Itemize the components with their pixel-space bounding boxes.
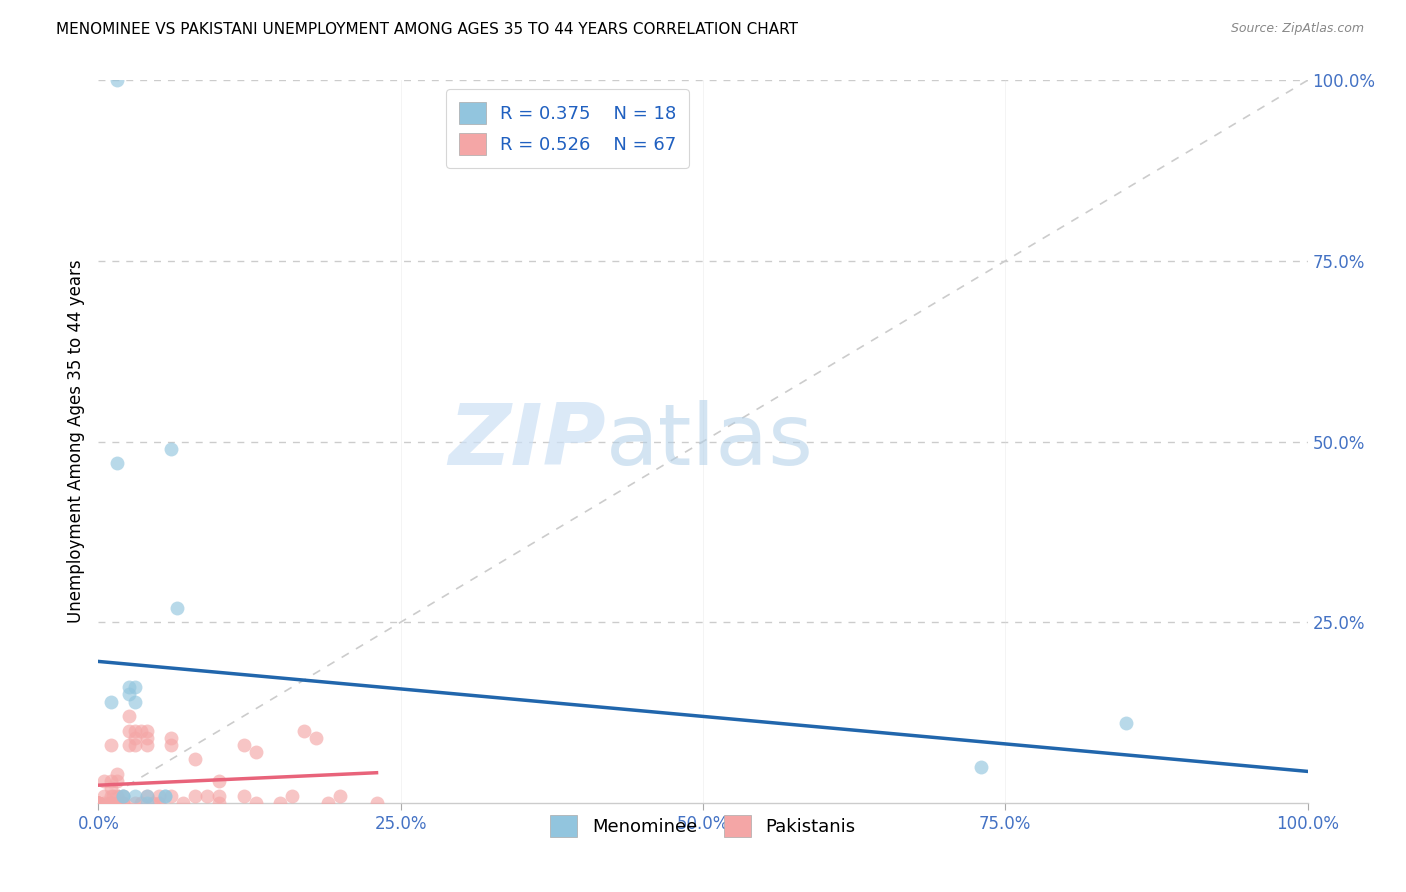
Point — [100, 695, 122, 709]
Point — [208, 789, 231, 803]
Point — [118, 738, 141, 752]
Point — [87, 796, 110, 810]
Point — [135, 731, 157, 745]
Point — [100, 796, 122, 810]
Point — [87, 796, 110, 810]
Point — [366, 796, 388, 810]
Point — [292, 723, 315, 738]
Point — [105, 796, 128, 810]
Point — [105, 774, 128, 789]
Point — [100, 796, 122, 810]
Point — [135, 738, 157, 752]
Point — [118, 709, 141, 723]
Point — [184, 752, 207, 766]
Point — [166, 600, 188, 615]
Point — [87, 796, 110, 810]
Point — [93, 789, 115, 803]
Point — [101, 789, 124, 803]
Point — [87, 796, 110, 810]
Point — [87, 796, 110, 810]
Point — [105, 73, 128, 87]
Point — [245, 796, 267, 810]
Point — [195, 789, 218, 803]
Point — [153, 789, 176, 803]
Point — [135, 796, 157, 810]
Point — [87, 796, 110, 810]
Point — [232, 789, 254, 803]
Point — [87, 796, 110, 810]
Text: MENOMINEE VS PAKISTANI UNEMPLOYMENT AMONG AGES 35 TO 44 YEARS CORRELATION CHART: MENOMINEE VS PAKISTANI UNEMPLOYMENT AMON… — [56, 22, 799, 37]
Point — [105, 789, 128, 803]
Text: atlas: atlas — [606, 400, 814, 483]
Point — [329, 789, 352, 803]
Point — [93, 796, 115, 810]
Point — [135, 789, 157, 803]
Point — [1115, 716, 1137, 731]
Y-axis label: Unemployment Among Ages 35 to 44 years: Unemployment Among Ages 35 to 44 years — [66, 260, 84, 624]
Point — [160, 738, 183, 752]
Point — [135, 789, 157, 803]
Point — [111, 789, 134, 803]
Point — [111, 789, 134, 803]
Point — [100, 796, 122, 810]
Point — [135, 723, 157, 738]
Point — [184, 789, 207, 803]
Text: Source: ZipAtlas.com: Source: ZipAtlas.com — [1230, 22, 1364, 36]
Point — [111, 789, 134, 803]
Point — [148, 789, 170, 803]
Point — [87, 796, 110, 810]
Point — [172, 796, 194, 810]
Point — [100, 781, 122, 796]
Point — [118, 680, 141, 694]
Point — [142, 796, 165, 810]
Point — [160, 731, 183, 745]
Point — [124, 796, 146, 810]
Point — [316, 796, 339, 810]
Point — [124, 731, 146, 745]
Point — [111, 796, 134, 810]
Point — [305, 731, 328, 745]
Point — [129, 723, 152, 738]
Point — [124, 738, 146, 752]
Point — [100, 796, 122, 810]
Point — [118, 723, 141, 738]
Point — [87, 796, 110, 810]
Point — [105, 456, 128, 470]
Point — [100, 789, 122, 803]
Point — [281, 789, 304, 803]
Point — [129, 796, 152, 810]
Point — [124, 680, 146, 694]
Point — [153, 789, 176, 803]
Point — [100, 774, 122, 789]
Point — [100, 738, 122, 752]
Point — [93, 774, 115, 789]
Point — [87, 796, 110, 810]
Point — [245, 745, 267, 759]
Point — [111, 796, 134, 810]
Point — [160, 789, 183, 803]
Point — [232, 738, 254, 752]
Point — [208, 774, 231, 789]
Point — [160, 442, 183, 456]
Point — [124, 723, 146, 738]
Legend: Menominee, Pakistanis: Menominee, Pakistanis — [543, 808, 863, 845]
Point — [148, 796, 170, 810]
Point — [87, 796, 110, 810]
Point — [269, 796, 291, 810]
Point — [105, 767, 128, 781]
Point — [124, 789, 146, 803]
Point — [100, 796, 122, 810]
Point — [208, 796, 231, 810]
Point — [124, 695, 146, 709]
Point — [118, 687, 141, 701]
Text: ZIP: ZIP — [449, 400, 606, 483]
Point — [970, 760, 993, 774]
